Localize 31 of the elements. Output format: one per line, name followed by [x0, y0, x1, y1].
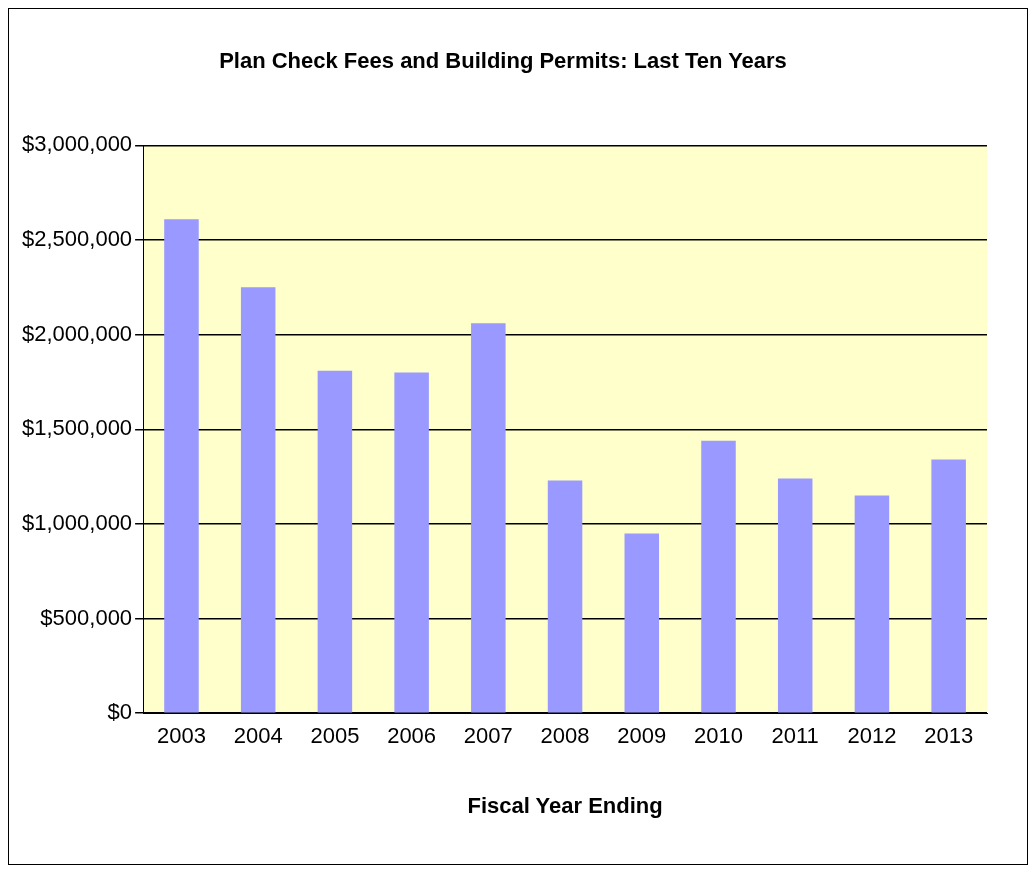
chart-title: Plan Check Fees and Building Permits: Last Ten Years	[219, 48, 787, 74]
y-tick-label: $2,500,000	[22, 226, 133, 252]
bar	[777, 478, 813, 713]
y-tick-label: $3,000,000	[22, 131, 133, 157]
x-axis-title: Fiscal Year Ending	[467, 792, 663, 818]
y-tick-label: $1,000,000	[22, 510, 133, 535]
y-tick-label: $2,000,000	[22, 320, 133, 346]
bar	[701, 440, 736, 713]
bar	[317, 370, 353, 713]
x-tick-label: 2004	[233, 723, 283, 749]
x-tick-label: 2009	[617, 723, 667, 749]
bar	[240, 287, 276, 713]
bar	[931, 459, 966, 713]
y-tick-label: $500,000	[40, 604, 133, 630]
bar	[547, 480, 583, 713]
bar	[624, 533, 660, 713]
x-tick-label: 2012	[847, 723, 897, 749]
x-tick-label: 2011	[771, 723, 819, 749]
bar	[854, 495, 890, 713]
y-tick-label: $0	[107, 699, 133, 725]
x-tick-label: 2013	[924, 723, 974, 749]
x-tick-label: 2007	[463, 723, 513, 749]
bar	[471, 323, 506, 713]
x-tick-label: 2005	[310, 723, 360, 749]
x-tick-label: 2006	[387, 723, 437, 749]
x-tick-label: 2010	[694, 723, 743, 749]
bar	[164, 219, 199, 713]
x-tick-label: 2008	[540, 723, 590, 749]
y-tick-label: $1,500,000	[22, 415, 133, 441]
x-tick-label: 2003	[156, 723, 206, 749]
bar	[394, 372, 429, 713]
